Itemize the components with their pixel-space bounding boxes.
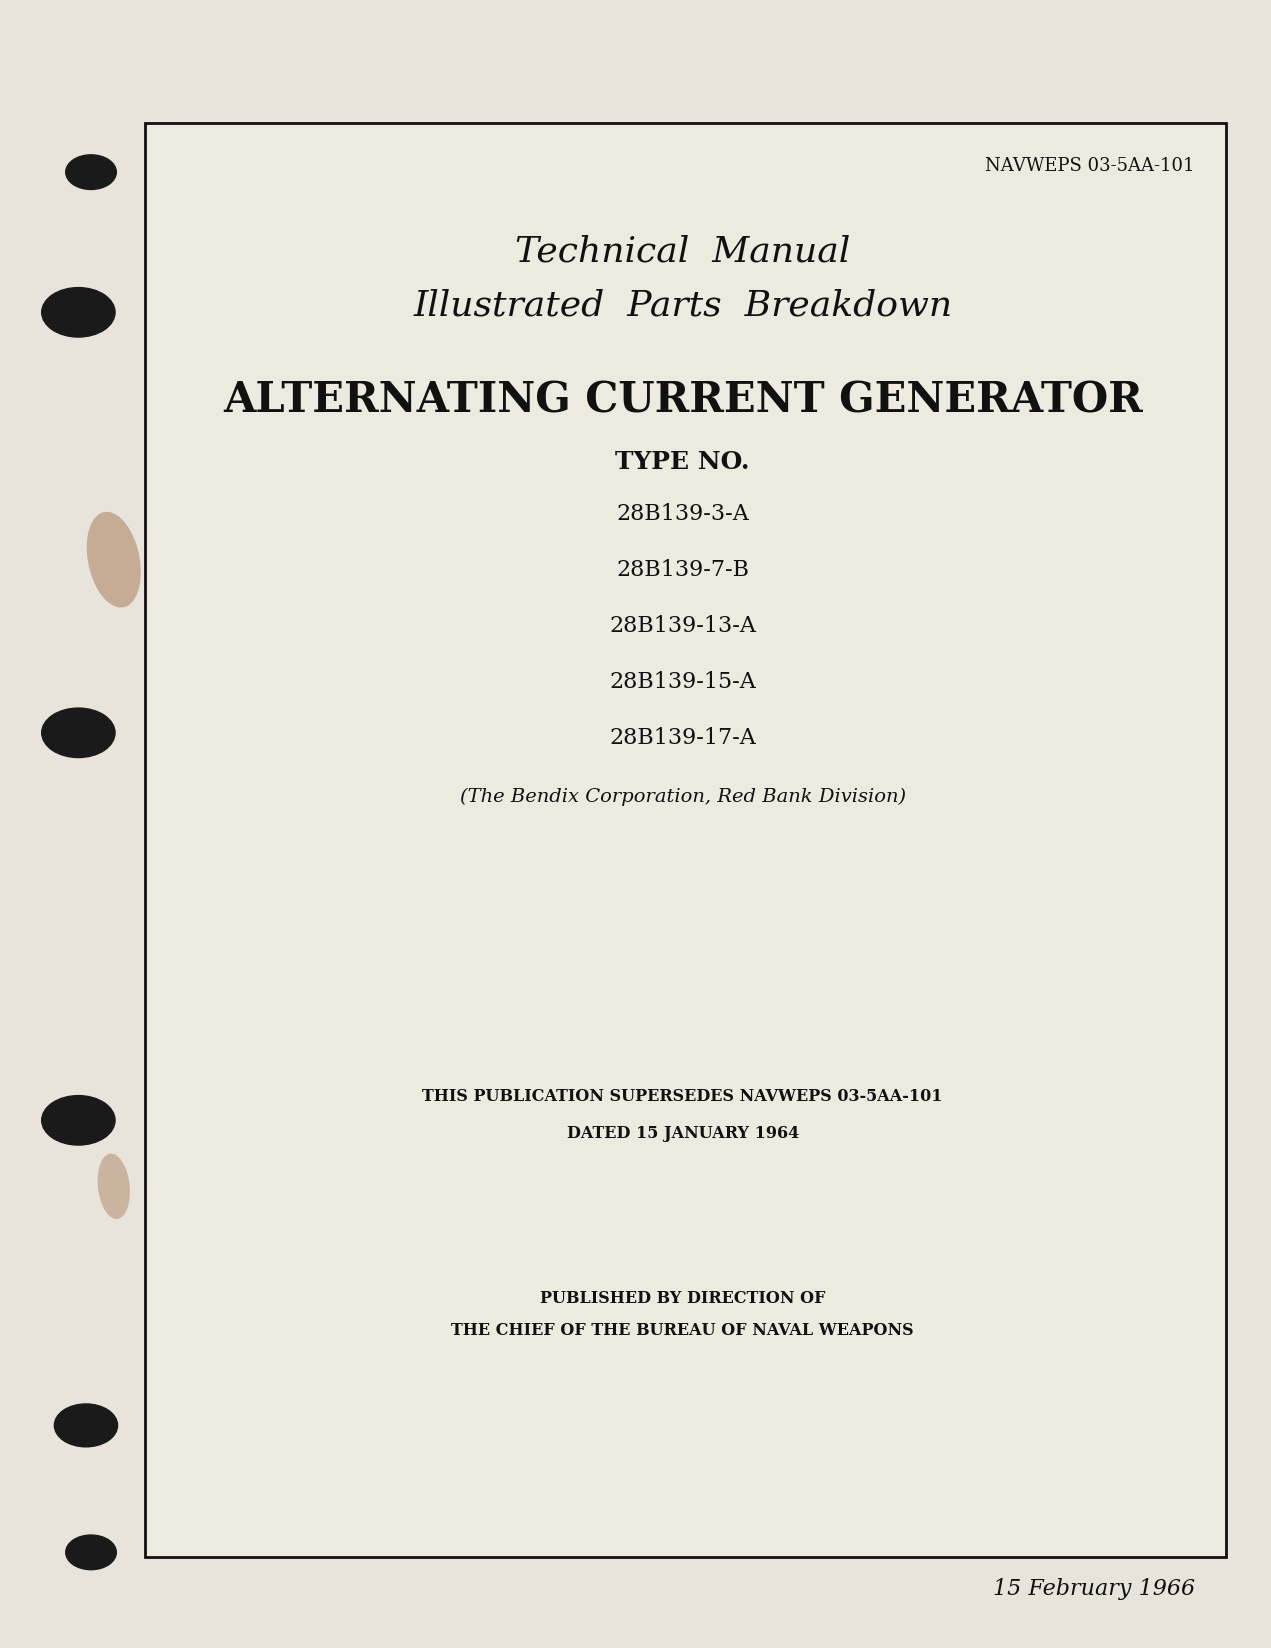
Ellipse shape — [66, 157, 117, 191]
Ellipse shape — [66, 1536, 117, 1569]
Text: NAVWEPS 03-5AA-101: NAVWEPS 03-5AA-101 — [985, 157, 1195, 175]
Ellipse shape — [42, 1096, 116, 1145]
Ellipse shape — [42, 709, 116, 758]
Text: Technical  Manual: Technical Manual — [515, 234, 850, 269]
Text: ALTERNATING CURRENT GENERATOR: ALTERNATING CURRENT GENERATOR — [222, 379, 1143, 420]
Text: THE CHIEF OF THE BUREAU OF NAVAL WEAPONS: THE CHIEF OF THE BUREAU OF NAVAL WEAPONS — [451, 1322, 914, 1338]
Bar — [145, 124, 1227, 1557]
Ellipse shape — [42, 288, 116, 338]
Text: (The Bendix Corporation, Red Bank Division): (The Bendix Corporation, Red Bank Divisi… — [460, 788, 906, 806]
Text: 28B139-7-B: 28B139-7-B — [616, 559, 749, 580]
Text: 28B139-13-A: 28B139-13-A — [609, 615, 756, 636]
Text: Illustrated  Parts  Breakdown: Illustrated Parts Breakdown — [413, 288, 952, 323]
Text: 28B139-3-A: 28B139-3-A — [616, 503, 749, 524]
Text: 15 February 1966: 15 February 1966 — [993, 1577, 1195, 1599]
Text: 28B139-17-A: 28B139-17-A — [609, 727, 756, 748]
Text: TYPE NO.: TYPE NO. — [615, 450, 750, 475]
Ellipse shape — [86, 513, 141, 608]
Text: PUBLISHED BY DIRECTION OF: PUBLISHED BY DIRECTION OF — [540, 1289, 825, 1305]
Text: 28B139-15-A: 28B139-15-A — [609, 671, 756, 692]
Text: THIS PUBLICATION SUPERSEDES NAVWEPS 03-5AA-101: THIS PUBLICATION SUPERSEDES NAVWEPS 03-5… — [422, 1088, 943, 1104]
Text: DATED 15 JANUARY 1964: DATED 15 JANUARY 1964 — [567, 1124, 798, 1140]
Ellipse shape — [98, 1154, 130, 1220]
Ellipse shape — [55, 1404, 118, 1447]
